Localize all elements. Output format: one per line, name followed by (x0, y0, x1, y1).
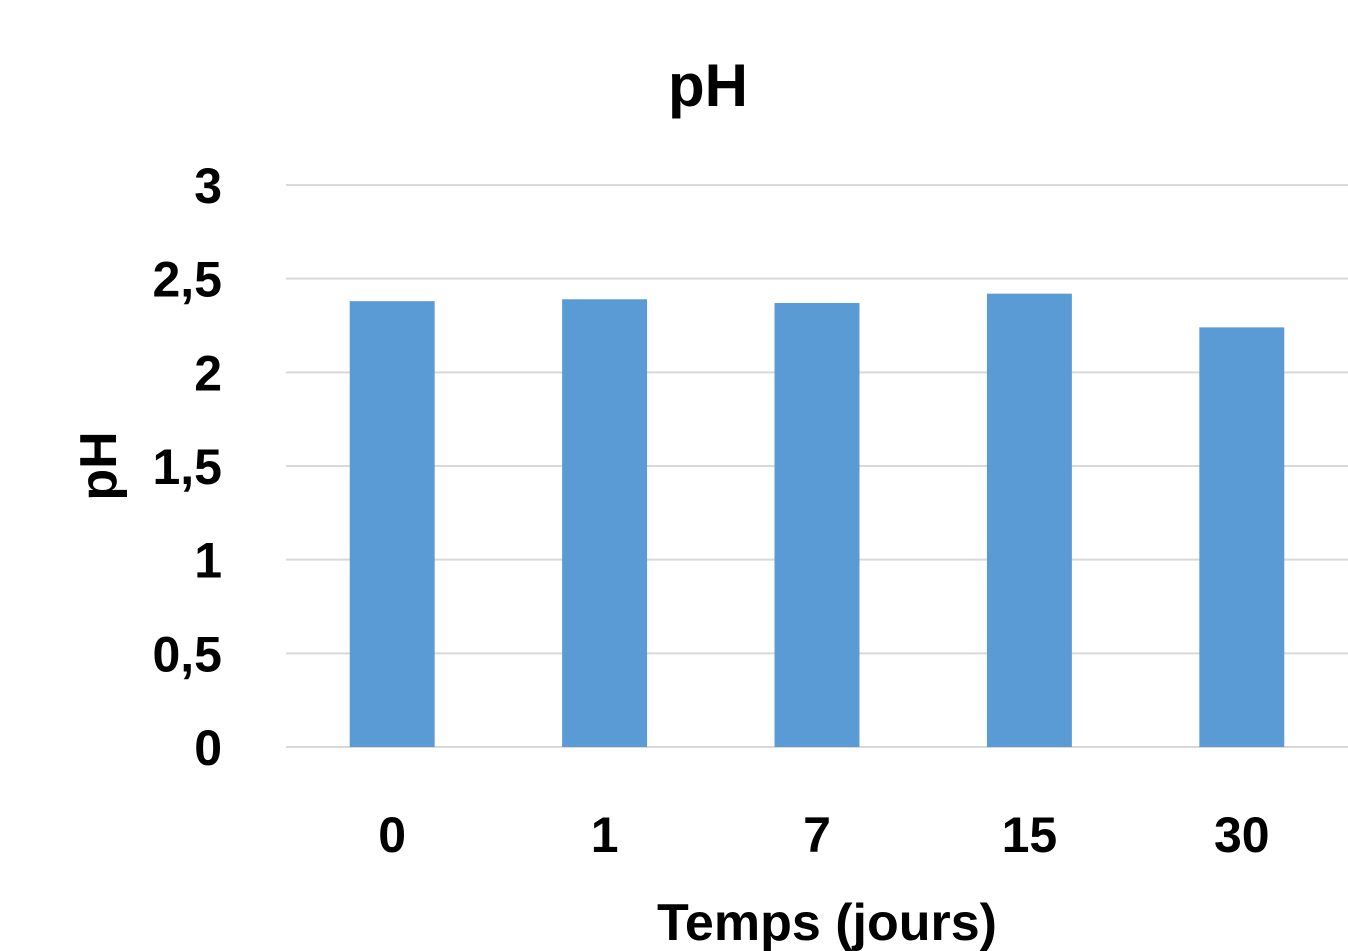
x-tick-label: 15 (1002, 807, 1058, 863)
y-tick-label: 2 (194, 345, 222, 401)
y-axis-label: pH (70, 431, 128, 500)
bar-15 (986, 293, 1072, 747)
y-axis-ticks: 0 0,5 1 1,5 2 2,5 3 (152, 158, 222, 776)
y-tick-label: 3 (194, 158, 222, 214)
x-tick-label: 30 (1214, 807, 1270, 863)
y-tick-label: 0,5 (152, 626, 222, 682)
x-tick-label: 7 (803, 807, 831, 863)
bars (349, 293, 1285, 747)
bar-0 (349, 301, 435, 747)
x-axis-ticks: 0 1 7 15 30 (378, 807, 1269, 863)
bar-7 (774, 303, 860, 747)
x-axis-label: Temps (jours) (657, 894, 997, 951)
x-tick-label: 1 (591, 807, 619, 863)
x-tick-label: 0 (378, 807, 406, 863)
bar-30 (1199, 327, 1285, 747)
y-tick-label: 0 (194, 720, 222, 776)
y-tick-label: 2,5 (152, 252, 222, 308)
y-tick-label: 1 (194, 533, 222, 589)
bar-1 (562, 299, 648, 747)
chart-title: pH (668, 52, 748, 119)
y-tick-label: 1,5 (152, 439, 222, 495)
